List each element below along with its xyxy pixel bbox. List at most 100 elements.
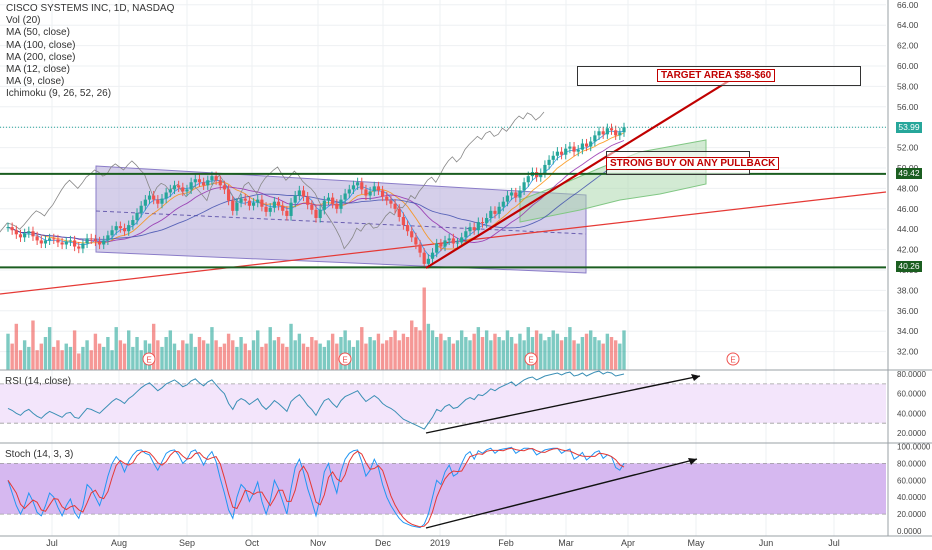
volume-bar-115 — [484, 330, 489, 370]
stoch-trend-arrow — [425, 458, 698, 529]
volume-bar-59 — [251, 340, 256, 370]
volume-bar-28 — [122, 343, 127, 370]
volume-bar-112 — [472, 333, 476, 370]
legend-ma-100[interactable]: MA (100, close) — [6, 39, 76, 51]
candle-body-1 — [10, 227, 14, 231]
volume-bar-68 — [289, 323, 293, 370]
volume-bar-83 — [351, 346, 356, 370]
volume-bar-141 — [593, 337, 597, 370]
candle-body-123 — [518, 190, 522, 198]
volume-bar-70 — [297, 333, 302, 370]
volume-bar-101 — [426, 323, 431, 370]
candle-body-76 — [322, 200, 326, 210]
volume-bar-4 — [22, 340, 27, 370]
volume-bar-77 — [326, 340, 331, 370]
price-tick-6: 44.00 — [897, 224, 919, 234]
candle-body-33 — [143, 199, 147, 206]
candle-body-147 — [618, 132, 622, 136]
stoch-pane — [0, 446, 886, 529]
rsi-tick-3: 80.0000 — [897, 370, 926, 379]
volume-bar-53 — [226, 333, 231, 370]
volume-bar-7 — [35, 350, 39, 370]
candle-body-141 — [593, 135, 597, 142]
volume-bar-63 — [268, 327, 272, 370]
legend-ma-200[interactable]: MA (200, close) — [6, 51, 76, 63]
candle-body-113 — [476, 222, 480, 231]
stoch-band-fill — [0, 463, 886, 515]
volume-bar-62 — [264, 343, 268, 370]
volume-bar-36 — [156, 340, 160, 370]
time-tick-5: Dec — [375, 538, 392, 548]
time-tick-6: 2019 — [430, 538, 450, 548]
volume-bar-16 — [72, 330, 77, 370]
candle-body-116 — [489, 210, 493, 218]
long-trend-line — [0, 191, 887, 295]
candle-body-114 — [480, 222, 485, 224]
candle-body-137 — [576, 149, 580, 152]
volume-bar-21 — [93, 333, 98, 370]
candle-body-136 — [572, 146, 576, 152]
volume-bar-116 — [489, 340, 493, 370]
candle-body-75 — [318, 209, 322, 218]
candle-body-78 — [331, 197, 335, 204]
rsi-tick-1: 40.0000 — [897, 409, 926, 418]
volume-bar-57 — [243, 343, 247, 370]
support-upper-tag: 49.42 — [896, 168, 922, 179]
price-tick-15: 62.00 — [897, 41, 919, 51]
candle-body-38 — [164, 192, 168, 199]
volume-bar-45 — [193, 346, 197, 370]
volume-bar-148 — [622, 330, 626, 370]
volume-bar-129 — [543, 340, 547, 370]
volume-bar-15 — [68, 346, 73, 370]
legend-ma-50[interactable]: MA (50, close) — [6, 27, 70, 39]
candle-body-131 — [551, 155, 555, 160]
candle-body-26 — [114, 226, 118, 231]
candle-body-73 — [310, 204, 314, 210]
volume-bar-96 — [405, 337, 410, 370]
volume-bar-105 — [443, 340, 447, 370]
volume-bar-131 — [551, 330, 555, 370]
chart-title: CISCO SYSTEMS INC, 1D, NASDAQ — [6, 3, 175, 14]
volume-bar-13 — [60, 350, 64, 370]
volume-bar-76 — [322, 346, 327, 370]
earnings-marker-label-2: E — [528, 356, 533, 365]
volume-bar-11 — [52, 346, 56, 370]
candle-body-53 — [226, 189, 231, 201]
candle-body-102 — [430, 252, 435, 259]
volume-bar-3 — [18, 350, 23, 370]
legend-ichimoku[interactable]: Ichimoku (9, 26, 52, 26) — [6, 88, 112, 100]
volume-bar-69 — [293, 340, 297, 370]
legend-vol[interactable]: Vol (20) — [6, 15, 41, 27]
legend-ma-9[interactable]: MA (9, close) — [6, 76, 65, 88]
volume-bar-30 — [131, 346, 135, 370]
candle-body-11 — [52, 238, 56, 240]
price-tick-0: 32.00 — [897, 347, 919, 357]
volume-bar-147 — [618, 343, 622, 370]
candle-body-35 — [152, 195, 156, 200]
candle-body-135 — [568, 146, 572, 149]
candle-body-124 — [522, 182, 526, 191]
candle-body-148 — [622, 127, 626, 133]
volume-bar-123 — [518, 333, 522, 370]
candle-body-101 — [426, 258, 430, 264]
candle-body-90 — [380, 190, 385, 197]
volume-bar-52 — [222, 343, 227, 370]
time-tick-7: Feb — [498, 538, 514, 548]
candle-body-37 — [160, 198, 164, 204]
channel-area — [95, 165, 587, 274]
price-tick-14: 60.00 — [897, 61, 919, 71]
candle-body-61 — [260, 199, 264, 207]
candle-body-23 — [102, 240, 106, 245]
candle-body-54 — [231, 200, 235, 211]
volume-bar-19 — [85, 340, 89, 370]
candle-body-42 — [181, 187, 185, 192]
candle-body-132 — [555, 151, 560, 156]
volume-bar-139 — [584, 333, 589, 370]
volume-bar-37 — [160, 346, 164, 370]
volume-bar-29 — [127, 330, 131, 370]
volume-bar-9 — [43, 337, 48, 370]
candle-body-70 — [297, 190, 301, 196]
volume-bar-89 — [376, 333, 381, 370]
legend-ma-12[interactable]: MA (12, close) — [6, 64, 70, 76]
